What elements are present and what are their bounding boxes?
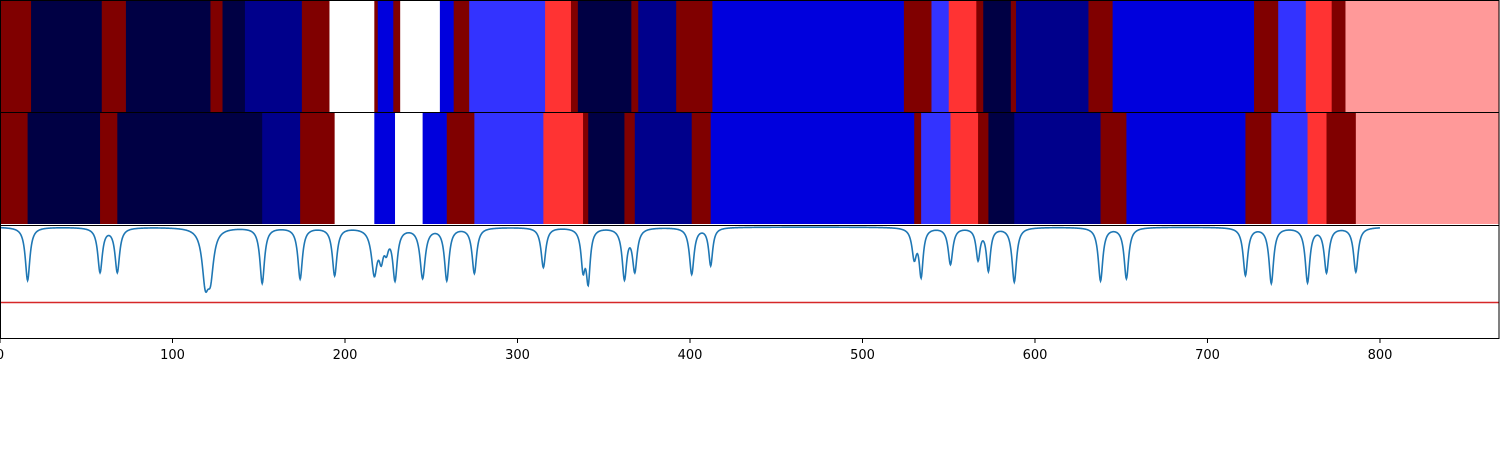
heatmap-segment xyxy=(1345,1,1500,112)
heatmap-segment xyxy=(1331,1,1347,112)
heatmap-segment xyxy=(570,1,579,112)
heatmap-bands xyxy=(0,1,1500,224)
heatmap-segment xyxy=(474,113,544,224)
heatmap-segment xyxy=(676,1,714,112)
heatmap-segment xyxy=(453,1,470,112)
heatmap-segment xyxy=(712,1,905,112)
heatmap-segment xyxy=(1126,113,1247,224)
heatmap-segment xyxy=(377,1,394,112)
heatmap-segment xyxy=(374,113,396,224)
heatmap-segment xyxy=(125,1,212,112)
heatmap-segment xyxy=(210,1,224,112)
heatmap-segment xyxy=(1326,113,1357,224)
heatmap-segment xyxy=(545,1,572,112)
x-axis: 0 100 200 300 400 500 600 700 800 xyxy=(0,338,1392,363)
heatmap-segment xyxy=(710,113,915,224)
heatmap-segment xyxy=(1271,113,1309,224)
heatmap-segment xyxy=(117,113,263,224)
x-tick-label: 800 xyxy=(1368,348,1393,363)
heatmap-segment xyxy=(1278,1,1307,112)
x-tick-label: 500 xyxy=(850,348,875,363)
signal-panel xyxy=(0,226,1499,304)
heatmap-segment xyxy=(422,113,448,224)
heatmap-segment xyxy=(395,113,424,224)
heatmap-segment xyxy=(1307,113,1328,224)
heatmap-segment xyxy=(329,1,375,112)
x-tick-label: 300 xyxy=(505,348,530,363)
heatmap-segment xyxy=(931,1,950,112)
heatmap-segment xyxy=(978,113,990,224)
heatmap-segment xyxy=(1305,1,1333,112)
heatmap-segment xyxy=(446,113,475,224)
x-tick-label: 0 xyxy=(0,348,4,363)
heatmap-segment xyxy=(1088,1,1114,112)
heatmap-segment xyxy=(469,1,546,112)
heatmap-segment xyxy=(393,1,401,112)
heatmap-segment xyxy=(27,113,101,224)
heatmap-segment xyxy=(914,113,922,224)
heatmap-segment xyxy=(0,113,29,224)
heatmap-segment xyxy=(439,1,455,112)
heatmap-segment xyxy=(948,1,977,112)
x-tick-label: 200 xyxy=(333,348,358,363)
heatmap-segment xyxy=(1100,113,1127,224)
x-tick-label: 600 xyxy=(1023,348,1048,363)
x-tick-label: 400 xyxy=(678,348,703,363)
heatmap-segment xyxy=(638,1,677,112)
heatmap-segment xyxy=(543,113,584,224)
heatmap-segment xyxy=(1254,1,1279,112)
heatmap-segment xyxy=(334,113,375,224)
signal-series-line xyxy=(0,226,1381,294)
heatmap-segment xyxy=(374,1,379,112)
heatmap-segment xyxy=(976,1,984,112)
panel-frames xyxy=(0,0,1500,339)
heatmap-segment xyxy=(222,1,246,112)
heatmap-segment xyxy=(262,113,301,224)
signal-panel-frame xyxy=(0,225,1500,339)
heatmap-segment xyxy=(583,113,589,224)
heatmap-segment xyxy=(300,113,336,224)
heatmap-segment xyxy=(1016,1,1090,112)
heatmap-segment xyxy=(983,1,1012,112)
heatmap-segment xyxy=(691,113,712,224)
heatmap-segment xyxy=(577,1,632,112)
heatmap-segment xyxy=(588,113,626,224)
heatmap-segment xyxy=(988,113,1015,224)
heatmap-row-1 xyxy=(0,1,1500,112)
heatmap-segment xyxy=(1014,113,1102,224)
heatmap-segment xyxy=(400,1,441,112)
heatmap-segment xyxy=(631,1,639,112)
heatmap-row-2 xyxy=(0,113,1500,224)
heatmap-segment xyxy=(100,113,118,224)
heatmap-segment xyxy=(921,113,952,224)
heatmap-segment xyxy=(1112,1,1255,112)
heatmap-segment xyxy=(101,1,127,112)
heatmap-segment xyxy=(903,1,933,112)
heatmap-segment xyxy=(0,1,32,112)
heatmap-segment xyxy=(634,113,693,224)
heatmap-segment xyxy=(950,113,979,224)
x-tick-label: 100 xyxy=(160,348,185,363)
x-tick-label: 700 xyxy=(1195,348,1220,363)
heatmap-segment xyxy=(244,1,303,112)
heatmap-segment xyxy=(1355,113,1500,224)
heatmap-segment xyxy=(624,113,636,224)
heatmap-segment xyxy=(1010,1,1017,112)
heatmap-segment xyxy=(301,1,331,112)
heatmap-segment xyxy=(1245,113,1272,224)
heatmap-segment xyxy=(31,1,103,112)
